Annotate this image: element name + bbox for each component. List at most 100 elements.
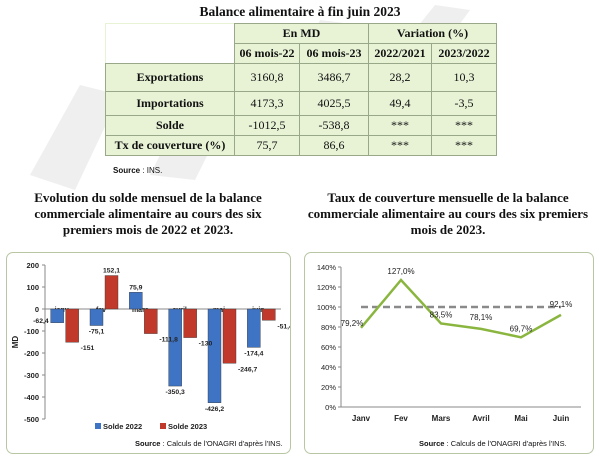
- bar-chart: 2001000-100-200-300-400-500MDjanvfevmars…: [11, 261, 293, 431]
- y-tick-label: 0%: [325, 403, 336, 412]
- category-label: mars: [132, 307, 149, 314]
- table-cell: -1012,5: [234, 115, 300, 136]
- column-header: 2022/2021: [368, 43, 432, 64]
- y-tick-label: 60%: [321, 343, 336, 352]
- table-row: Tx de couverture (%) 75,7 86,6 *** ***: [105, 135, 497, 156]
- category-label: Mai: [514, 414, 527, 423]
- data-label: 79,2%: [341, 319, 364, 328]
- bar-2022: [247, 308, 261, 348]
- source-text: : INS.: [140, 166, 163, 175]
- table-cell: 75,7: [234, 135, 300, 156]
- table-row: Solde -1012,5 -538,8 *** ***: [105, 115, 497, 136]
- bar-2022: [207, 308, 222, 403]
- table-cell: 4025,5: [299, 91, 369, 116]
- bar-2023: [144, 308, 158, 334]
- data-label: -130: [199, 341, 213, 348]
- data-label: 127,0%: [387, 267, 414, 276]
- bar-chart-title: Evolution du solde mensuel de la balance…: [34, 190, 262, 237]
- column-header: 06 mois-23: [299, 43, 369, 64]
- source-text: : Calculs de l'ONAGRI d'après l'INS.: [160, 439, 283, 448]
- y-axis-title: MD: [11, 336, 20, 349]
- data-label: -111,8: [159, 337, 178, 344]
- category-label: Janv: [352, 414, 371, 423]
- row-label: Importations: [105, 91, 235, 116]
- table-title: Balance alimentaire à fin juin 2023: [199, 4, 401, 19]
- category-label: Mars: [432, 414, 451, 423]
- table-cell: 28,2: [368, 63, 432, 92]
- table-cell: ***: [368, 115, 432, 136]
- table-subheader-row: 06 mois-22 06 mois-23 2022/2021 2023/202…: [106, 43, 497, 64]
- data-label: -246,7: [238, 366, 257, 373]
- source-label: Source: [419, 439, 445, 448]
- y-tick-label: 200: [26, 261, 39, 270]
- table-source: Source : INS.: [113, 166, 162, 175]
- category-label: Fev: [394, 414, 408, 423]
- bar-2022: [168, 308, 182, 387]
- line-chart: 140% 120% 100% 80% 60% 40% 20% 0% Janv Fev Mars Avr…: [317, 263, 581, 423]
- table-cell: ***: [368, 135, 432, 156]
- source-text: : Calculs de l'ONAGRI d'après l'INS.: [444, 439, 567, 448]
- line-chart-title: Taux de couverture mensuelle de la balan…: [307, 190, 589, 237]
- y-tick-label: 100: [26, 283, 39, 292]
- table-header-row: En MD Variation (%): [105, 23, 497, 64]
- y-tick-label: -300: [24, 371, 39, 380]
- y-tick-label: 100%: [317, 303, 337, 312]
- table-row: Importations 4173,3 4025,5 49,4 -3,5: [105, 91, 497, 116]
- y-tick-label: 20%: [321, 383, 336, 392]
- column-header: 2023/2022: [431, 43, 497, 64]
- row-label: Exportations: [105, 63, 235, 92]
- balance-table: En MD Variation (%) 06 mois-22 06 mois-2…: [105, 23, 497, 156]
- y-tick-label: -500: [24, 415, 39, 424]
- data-label: 92,1%: [550, 300, 573, 309]
- y-tick-label: 120%: [317, 283, 337, 292]
- series-line: [360, 278, 562, 339]
- table-cell: 10,3: [431, 63, 497, 92]
- y-tick-label: -400: [24, 393, 39, 402]
- data-label: -174,4: [244, 350, 263, 357]
- y-tick-label: 80%: [321, 323, 336, 332]
- bar-2022: [50, 308, 64, 323]
- legend-swatch: [160, 423, 166, 429]
- legend-swatch: [95, 423, 101, 429]
- bar-2022: [129, 292, 143, 310]
- table-cell: 3160,8: [234, 63, 300, 92]
- bar-2023: [183, 308, 197, 338]
- bar-chart-source: Source : Calculs de l'ONAGRI d'après l'I…: [135, 439, 283, 448]
- group-header: Variation (%): [368, 23, 497, 44]
- y-tick-label: 140%: [317, 263, 337, 272]
- row-label: Tx de couverture (%): [105, 135, 235, 156]
- legend-label: Solde 2022: [103, 422, 142, 431]
- data-label: 152,1: [103, 268, 120, 275]
- column-header: 06 mois-22: [234, 43, 300, 64]
- y-tick-label: -100: [24, 327, 39, 336]
- table-cell: 3486,7: [299, 63, 369, 92]
- table-row: Exportations 3160,8 3486,7 28,2 10,3: [105, 63, 497, 92]
- bar-2023: [65, 308, 79, 343]
- data-label: 69,7%: [510, 324, 533, 333]
- table-cell: ***: [431, 135, 497, 156]
- category-label: Avril: [472, 414, 490, 423]
- bar-2023: [104, 275, 119, 310]
- legend-label: Solde 2023: [168, 422, 207, 431]
- table-cell: -538,8: [299, 115, 369, 136]
- row-label: Solde: [105, 115, 235, 136]
- data-label: 83,5%: [430, 311, 453, 320]
- data-label: -350,3: [166, 389, 185, 396]
- bar-chart-panel: 2001000-100-200-300-400-500MDjanvfevmars…: [6, 252, 293, 454]
- y-tick-label: -200: [24, 349, 39, 358]
- group-header: En MD: [234, 23, 369, 44]
- line-chart-source: Source : Calculs de l'ONAGRI d'après l'I…: [419, 439, 567, 448]
- table-cell: 86,6: [299, 135, 369, 156]
- data-label: 78,1%: [470, 313, 493, 322]
- category-label: Juin: [553, 414, 570, 423]
- table-corner: [105, 23, 235, 64]
- y-tick-label: 40%: [321, 363, 336, 372]
- table-cell: ***: [431, 115, 497, 136]
- data-label: -75,1: [89, 329, 105, 336]
- data-label: -426,2: [205, 406, 224, 413]
- line-chart-panel: 140% 120% 100% 80% 60% 40% 20% 0% Janv Fev Mars Avr…: [304, 252, 594, 454]
- source-label: Source: [135, 439, 161, 448]
- bar-2023: [262, 308, 276, 321]
- bar-2023: [222, 308, 237, 364]
- table-cell: -3,5: [431, 91, 497, 116]
